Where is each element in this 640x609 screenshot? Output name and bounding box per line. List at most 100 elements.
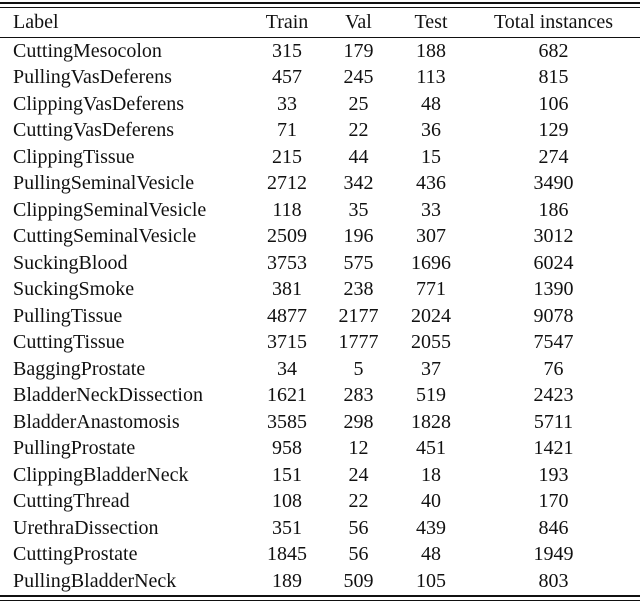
train-count: 118 — [272, 198, 302, 221]
train-count: 2509 — [267, 225, 307, 248]
table-row: CuttingTissue 3715 1777 2055 7547 — [0, 330, 640, 357]
row-label: PullingSeminalVesicle — [13, 172, 195, 195]
total-count: 1421 — [533, 437, 574, 460]
column-header-val: Val — [322, 8, 395, 38]
table-row: PullingVasDeferens 457 245 113 815 — [0, 65, 640, 92]
train-count: 3585 — [267, 410, 307, 433]
test-count: 188 — [416, 39, 446, 62]
test-count: 48 — [421, 543, 441, 566]
table-row: PullingBladderNeck 189 509 105 803 — [0, 568, 640, 595]
row-label: ClippingSeminalVesicle — [13, 198, 207, 221]
val-count: 56 — [348, 516, 369, 539]
val-count: 25 — [348, 92, 369, 115]
val-count: 298 — [343, 410, 374, 433]
table-row: ClippingSeminalVesicle 118 35 33 186 — [0, 197, 640, 224]
total-count: 170 — [538, 490, 569, 513]
test-count: 439 — [416, 516, 446, 539]
total-count: 5711 — [533, 410, 574, 433]
row-label: CuttingMesocolon — [13, 39, 162, 62]
total-count: 7547 — [533, 331, 574, 354]
val-count: 35 — [348, 198, 369, 221]
train-count: 4877 — [267, 304, 307, 327]
test-count: 1696 — [411, 251, 451, 274]
table-row: PullingProstate 958 12 451 1421 — [0, 436, 640, 463]
train-count: 151 — [272, 463, 302, 486]
total-count: 9078 — [533, 304, 574, 327]
total-count: 274 — [538, 145, 569, 168]
val-count: 5 — [353, 357, 364, 380]
val-count: 12 — [348, 437, 369, 460]
total-count: 193 — [538, 463, 569, 486]
val-count: 22 — [348, 490, 369, 513]
table-bottom-rule — [0, 594, 640, 601]
train-count: 3715 — [267, 331, 307, 354]
table-row: CuttingSeminalVesicle 2509 196 307 3012 — [0, 224, 640, 251]
val-count: 238 — [343, 278, 374, 301]
val-count: 24 — [348, 463, 369, 486]
total-count: 3490 — [533, 172, 574, 195]
table-row: ClippingTissue 215 44 15 274 — [0, 144, 640, 171]
val-count: 44 — [348, 145, 369, 168]
total-count: 106 — [538, 92, 569, 115]
val-count: 179 — [343, 39, 374, 62]
val-count: 2177 — [338, 304, 379, 327]
table-row: ClippingBladderNeck 151 24 18 193 — [0, 462, 640, 489]
total-count: 803 — [538, 569, 569, 592]
train-count: 2712 — [267, 172, 307, 195]
row-label: SuckingSmoke — [13, 278, 135, 301]
train-count: 315 — [272, 39, 302, 62]
val-count: 22 — [348, 119, 369, 142]
val-count: 342 — [343, 172, 374, 195]
total-count: 815 — [538, 66, 569, 89]
val-count: 509 — [343, 569, 374, 592]
row-label: CuttingTissue — [13, 331, 125, 354]
train-count: 3753 — [267, 251, 307, 274]
table-row: CuttingProstate 1845 56 48 1949 — [0, 542, 640, 569]
row-label: BaggingProstate — [13, 357, 146, 380]
row-label: PullingProstate — [13, 437, 136, 460]
test-count: 18 — [421, 463, 441, 486]
train-count: 34 — [277, 357, 297, 380]
table-row: BaggingProstate 34 5 37 76 — [0, 356, 640, 383]
total-count: 682 — [538, 39, 569, 62]
test-count: 15 — [421, 145, 441, 168]
column-header-label: Label — [0, 8, 252, 38]
total-count: 76 — [543, 357, 564, 380]
train-count: 457 — [272, 66, 302, 89]
total-count: 1390 — [533, 278, 574, 301]
column-header-test: Test — [395, 8, 467, 38]
row-label: PullingVasDeferens — [13, 66, 172, 89]
test-count: 771 — [416, 278, 446, 301]
table-top-rule — [0, 2, 640, 8]
val-count: 56 — [348, 543, 369, 566]
test-count: 2055 — [411, 331, 451, 354]
row-label: BladderAnastomosis — [13, 410, 180, 433]
row-label: UrethraDissection — [13, 516, 159, 539]
test-count: 40 — [421, 490, 441, 513]
row-label: ClippingTissue — [13, 145, 135, 168]
test-count: 36 — [421, 119, 441, 142]
test-count: 105 — [416, 569, 446, 592]
total-count: 6024 — [533, 251, 574, 274]
total-count: 1949 — [533, 543, 574, 566]
table-row: UrethraDissection 351 56 439 846 — [0, 515, 640, 542]
row-label: CuttingThread — [13, 490, 130, 513]
table-row: CuttingVasDeferens 71 22 36 129 — [0, 118, 640, 145]
val-count: 575 — [343, 251, 374, 274]
test-count: 436 — [416, 172, 446, 195]
row-label: ClippingVasDeferens — [13, 92, 185, 115]
test-count: 48 — [421, 92, 441, 115]
table-body: CuttingMesocolon 315 179 188 682 Pulling… — [0, 38, 640, 595]
test-count: 519 — [416, 384, 446, 407]
row-label: CuttingSeminalVesicle — [13, 225, 197, 248]
total-count: 3012 — [533, 225, 574, 248]
row-label: SuckingBlood — [13, 251, 128, 274]
train-count: 381 — [272, 278, 302, 301]
table-row: BladderAnastomosis 3585 298 1828 5711 — [0, 409, 640, 436]
table-row: CuttingMesocolon 315 179 188 682 — [0, 38, 640, 65]
val-count: 283 — [343, 384, 374, 407]
row-label: CuttingProstate — [13, 543, 138, 566]
table-row: PullingTissue 4877 2177 2024 9078 — [0, 303, 640, 330]
column-header-train: Train — [252, 8, 322, 38]
test-count: 451 — [416, 437, 446, 460]
